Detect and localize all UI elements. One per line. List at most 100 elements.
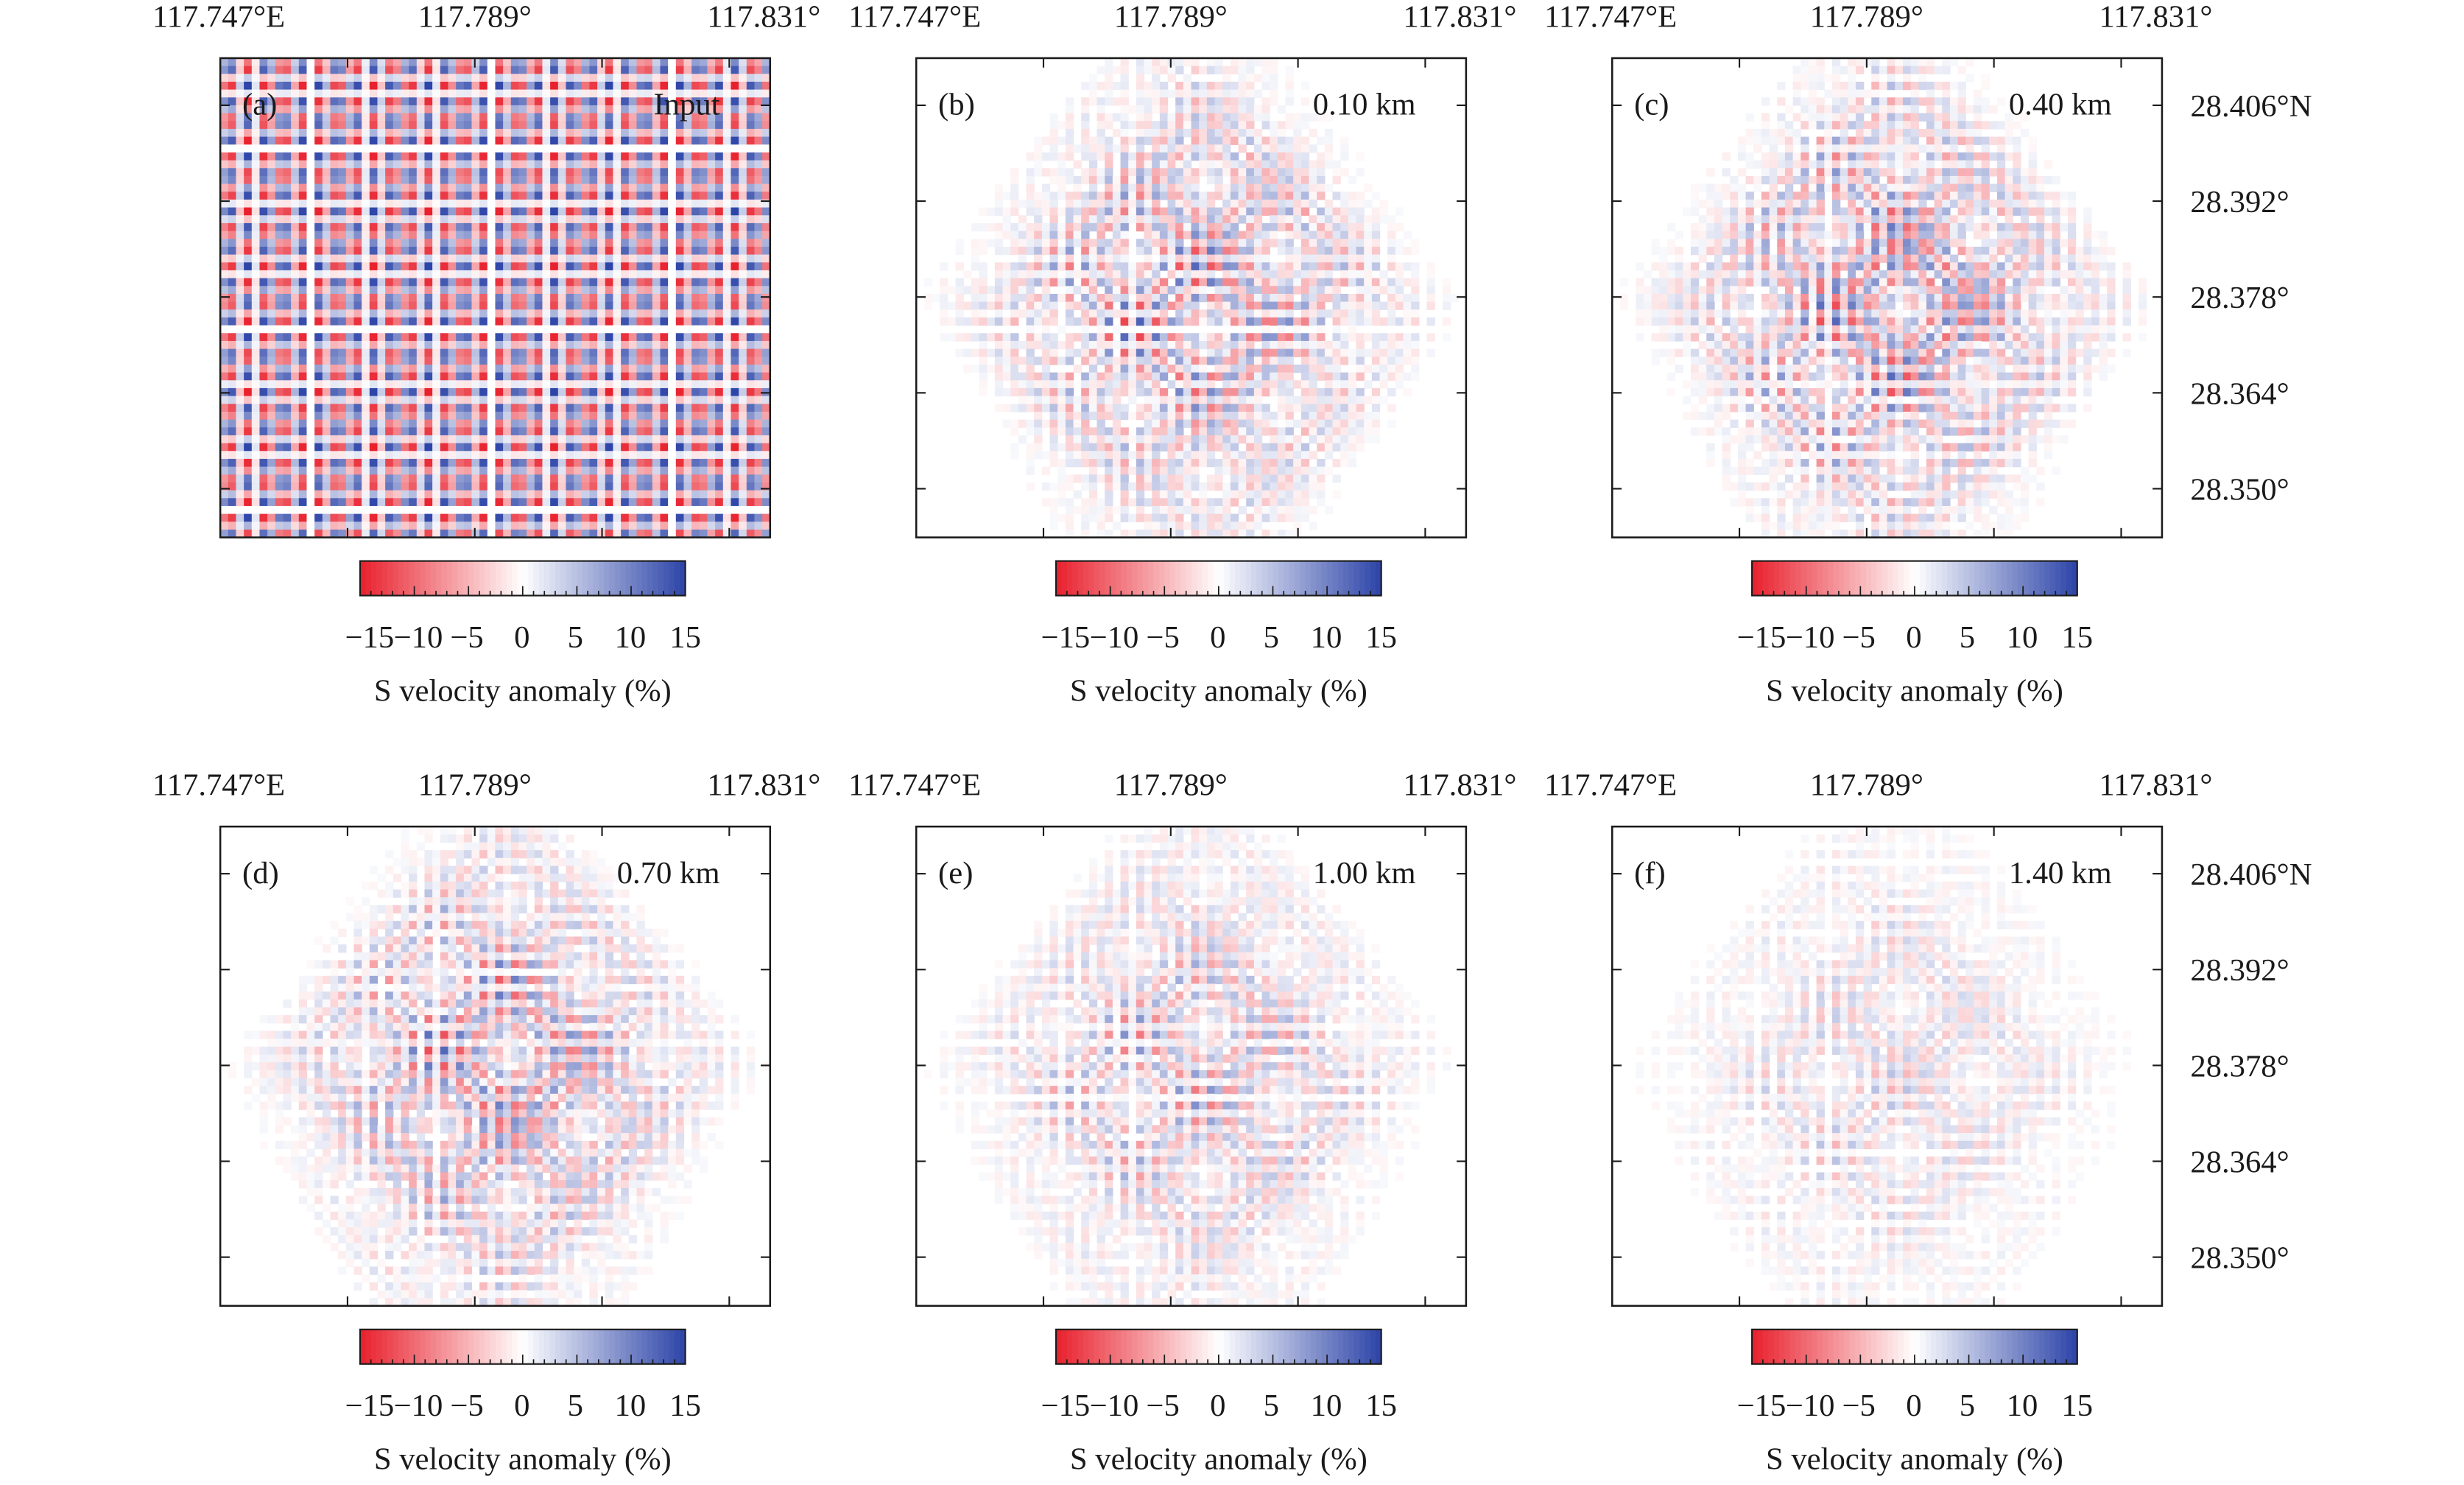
heatmap-cell [424, 128, 433, 138]
heatmap-cell [353, 396, 362, 404]
heatmap-cell [589, 270, 598, 279]
heatmap-cell [487, 387, 496, 397]
heatmap-cell [228, 325, 237, 334]
heatmap-cell [314, 474, 323, 483]
heatmap-cell [401, 505, 409, 515]
heatmap-cell [432, 74, 441, 82]
heatmap-cell [220, 97, 229, 106]
heatmap-cell [731, 199, 739, 208]
heatmap-cell [338, 411, 347, 421]
heatmap-cell [722, 513, 732, 522]
heatmap-cell [409, 498, 418, 507]
heatmap-cell [416, 301, 426, 310]
heatmap-cell [479, 57, 488, 67]
heatmap-cell [707, 498, 716, 507]
heatmap-cell [691, 364, 700, 373]
heatmap-cell [550, 254, 559, 263]
heatmap-cell [581, 128, 591, 138]
heatmap-cell [385, 183, 394, 192]
heatmap-cell [495, 380, 504, 389]
heatmap-cell [401, 364, 409, 373]
heatmap-cell [668, 474, 677, 483]
heatmap-cell [330, 490, 339, 499]
heatmap-cell [731, 97, 739, 106]
heatmap-cell [228, 458, 237, 468]
heatmap-cell [1159, 160, 1169, 169]
heatmap-cell [746, 490, 756, 499]
heatmap-cell [456, 231, 465, 239]
heatmap-cell [660, 505, 669, 515]
heatmap-cell [259, 317, 268, 326]
heatmap-cell [503, 183, 512, 192]
heatmap-cell [236, 222, 244, 232]
heatmap-cell [722, 505, 732, 515]
heatmap-cell [283, 74, 292, 82]
heatmap-cell [731, 357, 739, 365]
heatmap-cell [550, 427, 559, 436]
heatmap-cell [660, 231, 669, 239]
heatmap-cell [668, 380, 677, 389]
heatmap-cell [739, 458, 747, 468]
heatmap-cell [463, 490, 473, 499]
heatmap-cell [534, 340, 543, 350]
heatmap-cell [1049, 207, 1058, 216]
heatmap-cell [668, 348, 677, 357]
heatmap-cell [699, 74, 708, 82]
heatmap-cell [1041, 168, 1051, 177]
heatmap-cell [479, 443, 488, 452]
heatmap-cell [259, 396, 268, 404]
heatmap-cell [275, 333, 284, 342]
heatmap-cell [487, 113, 496, 122]
heatmap-cell [510, 513, 520, 522]
heatmap-cell [644, 246, 653, 256]
heatmap-cell [1317, 192, 1326, 200]
heatmap-cell [409, 152, 418, 161]
heatmap-cell [1041, 152, 1051, 161]
heatmap-cell [291, 207, 300, 216]
heatmap-cell [228, 81, 237, 91]
heatmap-cell [636, 451, 645, 460]
heatmap-cell [762, 466, 771, 475]
heatmap-cell [432, 513, 441, 522]
heatmap-cell [527, 144, 535, 153]
heatmap-cell [746, 278, 756, 287]
heatmap-cell [275, 152, 284, 161]
heatmap-cell [236, 325, 244, 334]
heatmap-cell [534, 451, 543, 460]
heatmap-cell [385, 89, 394, 98]
heatmap-cell [385, 498, 394, 507]
heatmap-cell [581, 278, 591, 287]
heatmap-cell [306, 443, 315, 452]
heatmap-cell [621, 474, 630, 483]
heatmap-cell [291, 380, 300, 389]
heatmap-cell [495, 490, 504, 499]
heatmap-cell [503, 160, 512, 169]
heatmap-cell [542, 89, 551, 98]
longitude-label: 117.747°E [152, 0, 285, 34]
heatmap-cell [503, 325, 512, 334]
heatmap-cell [557, 136, 567, 145]
heatmap-cell [557, 278, 567, 287]
heatmap-cell [275, 286, 284, 295]
heatmap-cell [377, 372, 386, 381]
heatmap-cell [298, 192, 308, 200]
heatmap-cell [1120, 105, 1129, 114]
heatmap-cell [746, 97, 756, 106]
heatmap-cell [471, 333, 480, 342]
heatmap-cell [542, 231, 551, 239]
heatmap-cell [495, 89, 504, 98]
heatmap-cell [409, 513, 418, 522]
heatmap-cell [416, 254, 426, 263]
heatmap-cell [503, 293, 512, 303]
heatmap-cell [251, 192, 261, 200]
heatmap-cell [1065, 175, 1074, 185]
heatmap-cell [322, 372, 331, 381]
heatmap-cell [574, 66, 582, 74]
heatmap-cell [456, 144, 465, 153]
heatmap-cell [353, 427, 362, 436]
heatmap-cell [1088, 175, 1098, 185]
heatmap-cell [683, 175, 692, 185]
heatmap-cell [385, 246, 394, 256]
heatmap-cell [731, 215, 739, 224]
heatmap-cell [338, 505, 347, 515]
